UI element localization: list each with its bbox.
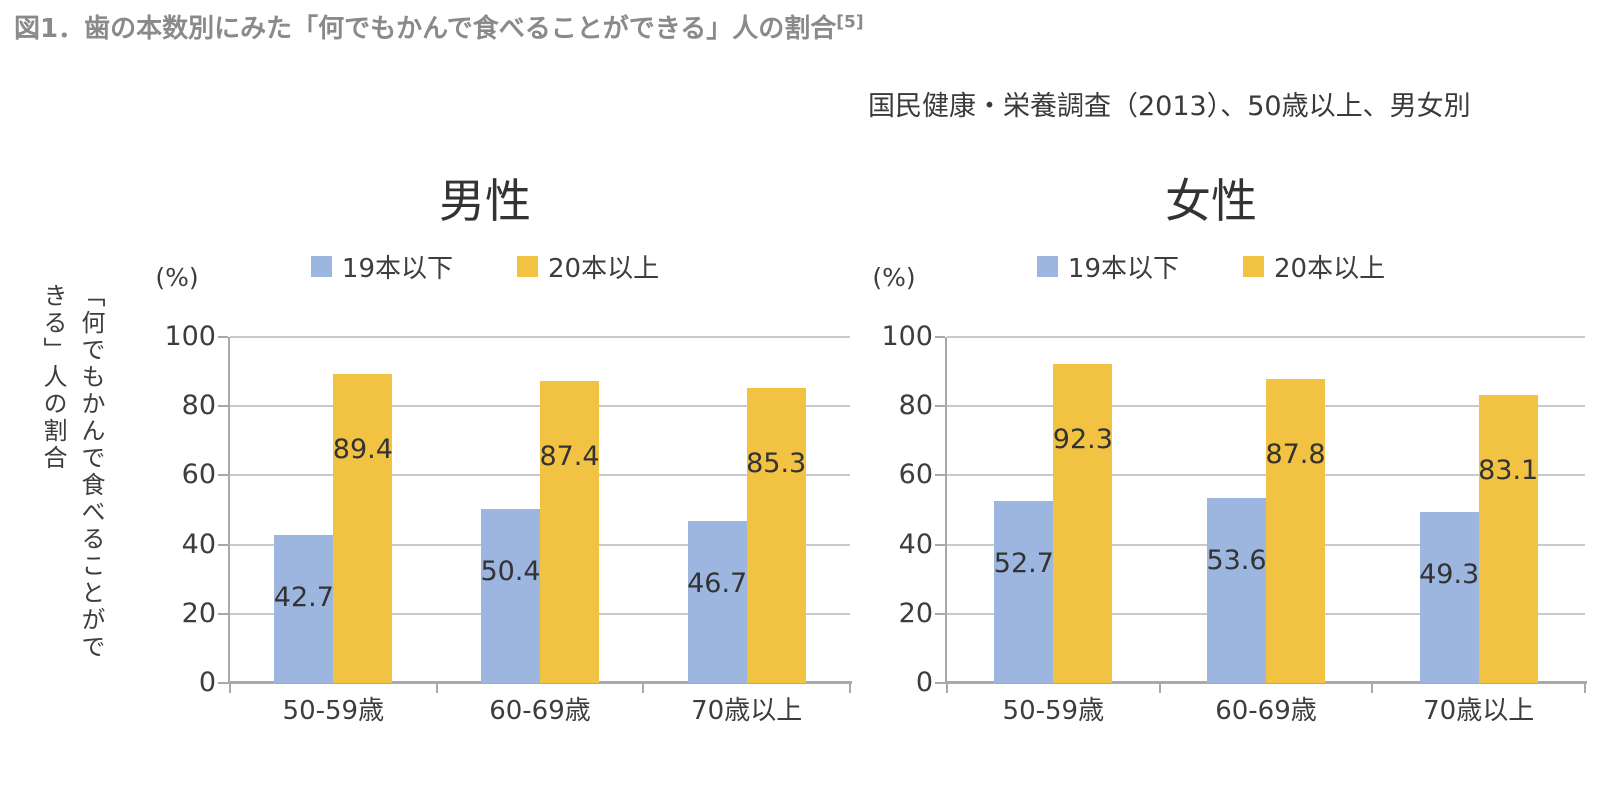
chart-panel-male: 男性 19本以下 20本以上 (%) 0 20 40 60 80 100 42.7 89.4… xyxy=(120,155,852,755)
x-axis-boundary-tick xyxy=(229,684,231,693)
legend-item-20-or-more: 20本以上 xyxy=(1243,248,1385,285)
legend-item-19-or-fewer: 19本以下 xyxy=(310,248,453,285)
x-axis-boundary-tick xyxy=(1584,684,1586,693)
legend-label-20-or-more: 20本以上 xyxy=(1274,254,1386,284)
y-tick-20 xyxy=(218,612,228,615)
y-tick-label-60: 60 xyxy=(898,459,933,491)
x-axis-boundary-tick xyxy=(946,684,948,693)
legend-swatch-20-or-more xyxy=(1243,256,1264,277)
figure-title: 図1．歯の本数別にみた「何でもかんで食べることができる」人の割合[5] xyxy=(14,8,864,45)
bar-20本以上-70歳以上 xyxy=(1478,395,1538,683)
x-axis-boundary-tick xyxy=(642,684,644,693)
legend-item-19-or-fewer: 19本以下 xyxy=(1036,248,1179,285)
y-axis-unit-label: (%) xyxy=(155,263,199,292)
legend-label-19-or-fewer: 19本以下 xyxy=(1067,254,1179,284)
y-tick-label-0: 0 xyxy=(198,667,216,698)
y-tick-label-60: 60 xyxy=(181,459,216,491)
y-tick-label-80: 80 xyxy=(898,390,933,422)
chart-title-female: 女性 xyxy=(1165,174,1257,228)
y-tick-80 xyxy=(218,405,228,408)
x-axis-boundary-tick xyxy=(436,684,438,693)
legend-item-20-or-more: 20本以上 xyxy=(517,248,659,285)
bar-19本以下-50-59歳 xyxy=(274,535,334,683)
bar-value-label-20本以上-70歳以上: 85.3 xyxy=(746,447,807,479)
y-axis-tick-labels: 0 20 40 60 80 100 xyxy=(120,321,216,698)
bar-20本以上-70歳以上 xyxy=(746,387,806,683)
bar-value-label-20本以上-60-69歳: 87.8 xyxy=(1265,439,1326,471)
y-tick-20 xyxy=(935,612,945,615)
gridline-100 xyxy=(947,336,1585,338)
bar-value-label-19本以下-70歳以上: 49.3 xyxy=(1419,559,1480,591)
bar-20本以上-50-59歳 xyxy=(333,373,393,683)
bar-value-label-20本以上-50-59歳: 92.3 xyxy=(1052,423,1113,455)
chart-panel-female: 女性 19本以下 20本以上 (%) 0 20 40 60 80 100 52.7 92.3… xyxy=(837,155,1587,755)
y-tick-60 xyxy=(935,474,945,477)
category-label-60-69歳: 60-69歳 xyxy=(1215,696,1317,726)
bar-19本以下-50-59歳 xyxy=(994,500,1054,683)
y-axis-title: 「何でもかんで食べることができる」人の割合 xyxy=(39,283,105,661)
category-label-70歳以上: 70歳以上 xyxy=(1423,696,1535,726)
y-tick-label-80: 80 xyxy=(181,390,216,422)
y-tick-label-0: 0 xyxy=(915,667,933,698)
y-tick-80 xyxy=(935,405,945,408)
bar-20本以上-50-59歳 xyxy=(1053,363,1113,683)
legend-label-19-or-fewer: 19本以下 xyxy=(341,254,453,284)
legend-female: 19本以下 20本以上 xyxy=(837,248,1585,285)
category-label-50-59歳: 50-59歳 xyxy=(282,696,385,726)
y-tick-0 xyxy=(218,682,228,684)
y-tick-40 xyxy=(935,543,945,546)
bar-value-label-19本以下-60-69歳: 50.4 xyxy=(480,555,541,587)
y-axis-unit-label: (%) xyxy=(872,263,916,292)
x-axis-boundary-tick xyxy=(1159,684,1161,693)
figure-subtitle: 国民健康・栄養調査（2013）、50歳以上、男女別 xyxy=(868,91,1471,122)
bar-20本以上-60-69歳 xyxy=(1266,379,1325,683)
y-tick-60 xyxy=(218,474,228,477)
y-tick-label-40: 40 xyxy=(181,528,216,560)
y-axis-line xyxy=(228,337,230,684)
bar-20本以上-60-69歳 xyxy=(540,380,599,683)
bar-value-label-19本以下-60-69歳: 53.6 xyxy=(1206,544,1267,576)
bar-value-label-19本以下-70歳以上: 46.7 xyxy=(687,568,748,600)
figure-title-citation: [5] xyxy=(836,12,864,33)
plot-area-male: 42.7 89.4 50.4 87.4 46.7 85.3 xyxy=(218,336,852,693)
bar-19本以下-70歳以上 xyxy=(1419,512,1479,683)
bar-value-label-20本以上-50-59歳: 89.4 xyxy=(332,433,393,465)
category-label-50-59歳: 50-59歳 xyxy=(1002,696,1105,726)
bar-19本以下-60-69歳 xyxy=(481,508,540,683)
y-tick-label-40: 40 xyxy=(898,528,933,560)
y-tick-label-100: 100 xyxy=(164,321,216,352)
y-tick-100 xyxy=(218,336,228,338)
legend-male: 19本以下 20本以上 xyxy=(120,248,850,285)
x-axis-category-labels: 50-59歳 60-69歳 70歳以上 xyxy=(230,690,850,730)
x-axis-category-labels: 50-59歳 60-69歳 70歳以上 xyxy=(947,690,1585,730)
y-tick-label-100: 100 xyxy=(881,321,933,352)
y-tick-40 xyxy=(218,543,228,546)
bar-value-label-19本以下-50-59歳: 42.7 xyxy=(273,582,334,614)
bar-19本以下-60-69歳 xyxy=(1207,497,1266,683)
y-tick-0 xyxy=(935,682,945,684)
y-tick-100 xyxy=(935,336,945,338)
gridline-100 xyxy=(230,336,850,338)
legend-swatch-19-or-fewer xyxy=(1036,256,1058,277)
y-tick-label-20: 20 xyxy=(181,597,216,629)
legend-swatch-19-or-fewer xyxy=(310,256,332,277)
category-label-70歳以上: 70歳以上 xyxy=(691,696,803,726)
legend-swatch-20-or-more xyxy=(517,256,538,277)
bar-value-label-20本以上-70歳以上: 83.1 xyxy=(1478,455,1539,487)
y-tick-label-20: 20 xyxy=(898,597,933,629)
figure-title-text: 図1．歯の本数別にみた「何でもかんで食べることができる」人の割合 xyxy=(14,14,837,44)
category-label-60-69歳: 60-69歳 xyxy=(489,696,591,726)
bar-value-label-20本以上-60-69歳: 87.4 xyxy=(539,440,600,472)
legend-label-20-or-more: 20本以上 xyxy=(548,254,660,284)
chart-title-male: 男性 xyxy=(439,174,531,228)
x-axis-boundary-tick xyxy=(849,684,851,693)
x-axis-boundary-tick xyxy=(1371,684,1373,693)
plot-area-female: 52.7 92.3 53.6 87.8 49.3 83.1 xyxy=(935,336,1587,693)
y-axis-line xyxy=(945,337,947,684)
bar-19本以下-70歳以上 xyxy=(687,521,747,683)
y-axis-tick-labels: 0 20 40 60 80 100 xyxy=(837,321,933,698)
bar-value-label-19本以下-50-59歳: 52.7 xyxy=(993,547,1054,579)
